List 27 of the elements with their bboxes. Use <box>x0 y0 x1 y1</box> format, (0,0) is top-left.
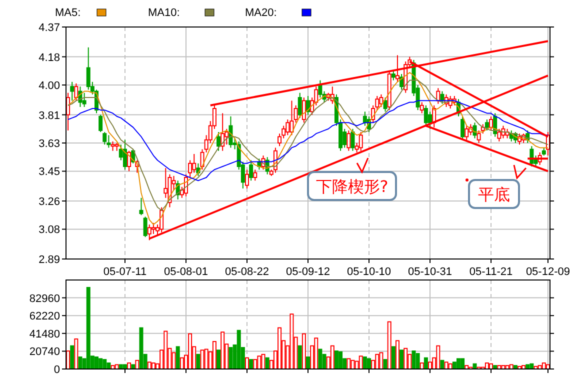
y-tick-label: 20740 <box>29 346 60 358</box>
x-tick-label: 05-10-10 <box>346 266 392 278</box>
y-tick-label: 4.18 <box>38 52 60 64</box>
y-tick-label: 3.26 <box>38 196 60 208</box>
y-tick-label: 3.81 <box>38 110 60 122</box>
y-tick-label: 0 <box>54 364 60 376</box>
annotation: 下降楔形? <box>316 177 388 196</box>
legend-label: MA5: <box>55 7 81 19</box>
legend-label: MA10: <box>148 7 180 19</box>
x-tick-label: 05-07-11 <box>103 266 147 278</box>
y-tick-label: 3.63 <box>38 138 60 150</box>
x-tick-label: 05-10-31 <box>408 266 452 278</box>
y-tick-label: 4.37 <box>38 22 60 34</box>
y-tick-label: 3.08 <box>38 224 60 236</box>
y-tick-label: 3.45 <box>38 166 60 178</box>
legend-label: MA20: <box>245 7 277 19</box>
x-tick-label: 05-08-22 <box>224 266 270 278</box>
x-tick-label: 05-09-12 <box>286 266 330 278</box>
y-tick-label: 82960 <box>29 292 60 305</box>
y-tick-label: 41480 <box>29 328 60 340</box>
y-tick-label: 62220 <box>29 310 60 323</box>
x-tick-label: 05-11-21 <box>469 266 513 278</box>
x-tick-label: 05-08-01 <box>164 266 208 278</box>
x-tick-label: 05-12-09 <box>526 266 570 278</box>
annotation: 平底 <box>478 185 510 204</box>
y-tick-label: 4.00 <box>38 80 60 92</box>
y-tick-label: 2.89 <box>38 254 60 266</box>
